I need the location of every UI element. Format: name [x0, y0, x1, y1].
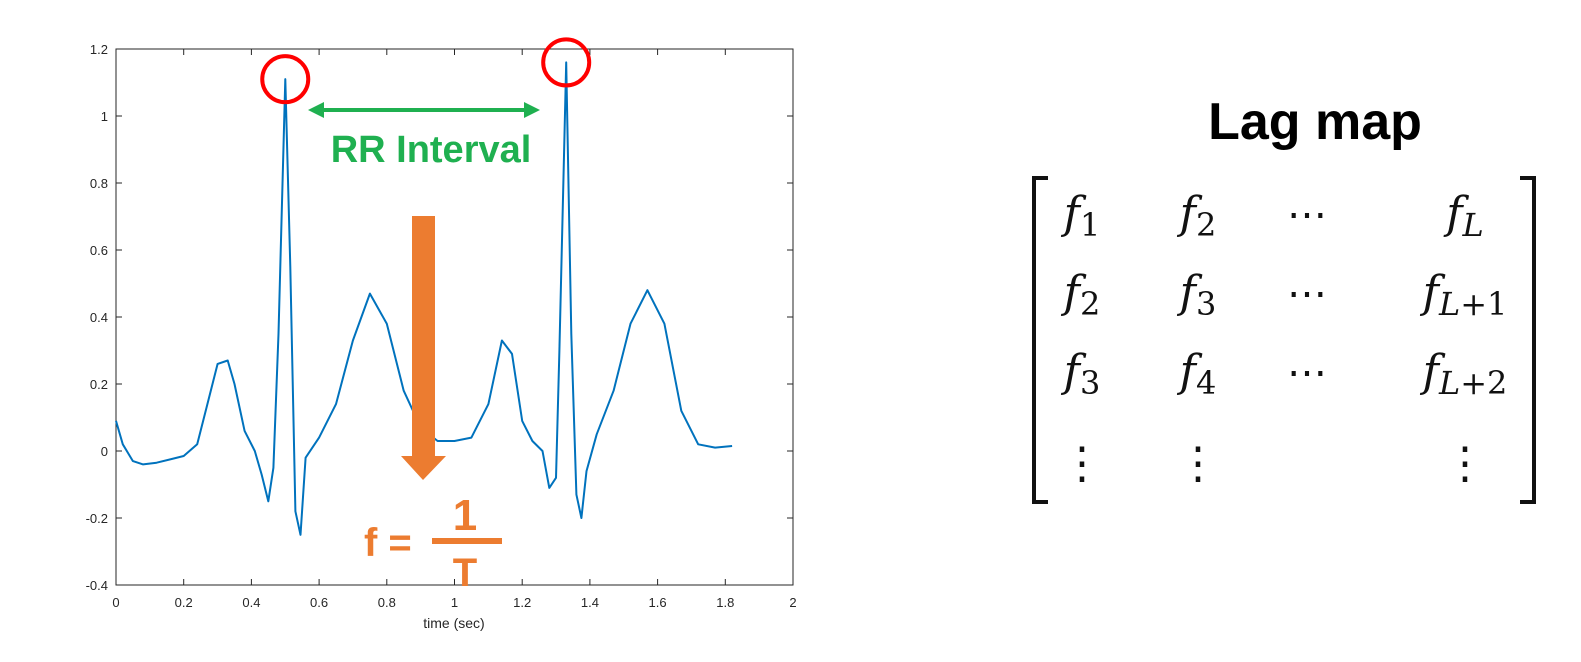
axis-ticks: 0 0.2 0.4 0.6 0.8 1 1.2 1.4 1.6 1.8 2 1.2 1 0.8 0.6 0.4… — [86, 42, 797, 610]
matrix-cell: f2 — [1061, 267, 1101, 323]
frequency-formula: f = 1 T — [364, 491, 502, 595]
matrix-cell: ⋯ — [1287, 350, 1327, 396]
rr-interval-arrow — [308, 102, 540, 118]
lag-map-matrix: f1 f2 ⋯ fL f2 f3 ⋯ fL+1 f3 f4 ⋯ fL+2 ⋮ ⋮ ⋮ — [1032, 176, 1536, 504]
r-peak-circle — [260, 54, 311, 105]
matrix-cell: ⋮ — [1443, 438, 1487, 489]
x-tick-label: 1.4 — [581, 595, 599, 610]
formula-fraction-bar — [432, 538, 502, 544]
matrix-cell: ⋯ — [1287, 271, 1327, 317]
r-peak-markers — [260, 37, 592, 105]
rr-interval-label: RR Interval — [331, 129, 532, 171]
matrix-cell: f3 — [1061, 346, 1101, 402]
x-tick-label: 0.4 — [242, 595, 260, 610]
matrix-cell: fL — [1443, 188, 1484, 244]
x-tick-label: 1.6 — [649, 595, 667, 610]
matrix-cell: ⋯ — [1287, 192, 1327, 238]
matrix-cell: f2 — [1177, 188, 1217, 244]
y-tick-label: 0.2 — [90, 377, 108, 392]
x-tick-label: 0.8 — [378, 595, 396, 610]
y-tick-label: -0.2 — [86, 511, 108, 526]
matrix-cell: fL+1 — [1420, 267, 1508, 323]
matrix-cell: f3 — [1177, 267, 1217, 323]
x-tick-label: 0.2 — [175, 595, 193, 610]
matrix-cell: f4 — [1177, 346, 1217, 402]
y-tick-label: 0.6 — [90, 243, 108, 258]
x-tick-label: 0.6 — [310, 595, 328, 610]
y-tick-label: 0.8 — [90, 176, 108, 191]
left-bracket — [1032, 176, 1048, 504]
y-tick-label: 1 — [101, 109, 108, 124]
ecg-plot: 0 0.2 0.4 0.6 0.8 1 1.2 1.4 1.6 1.8 2 1.2 1 0.8 0.6 0.4… — [86, 37, 797, 631]
matrix-cell: f1 — [1061, 188, 1101, 244]
formula-lhs: f = — [364, 521, 412, 565]
matrix-cell: fL+2 — [1420, 346, 1508, 402]
matrix-cell: ⋮ — [1060, 438, 1104, 489]
x-tick-label: 1.2 — [513, 595, 531, 610]
x-axis-label: time (sec) — [423, 615, 484, 631]
formula-denominator: T — [453, 551, 477, 595]
ecg-signal-line — [115, 61, 733, 536]
r-peak-circle — [541, 37, 592, 88]
lag-map-title: Lag map — [1208, 93, 1422, 151]
x-tick-label: 2 — [789, 595, 796, 610]
x-tick-label: 1 — [451, 595, 458, 610]
x-tick-label: 1.8 — [716, 595, 734, 610]
y-tick-label: 0 — [101, 444, 108, 459]
frequency-down-arrow — [401, 216, 446, 480]
x-tick-label: 0 — [112, 595, 119, 610]
y-tick-label: -0.4 — [86, 578, 108, 593]
y-tick-label: 1.2 — [90, 42, 108, 57]
matrix-cell: ⋮ — [1176, 438, 1220, 489]
formula-numerator: 1 — [453, 491, 477, 540]
y-tick-label: 0.4 — [90, 310, 108, 325]
right-bracket — [1520, 176, 1536, 504]
